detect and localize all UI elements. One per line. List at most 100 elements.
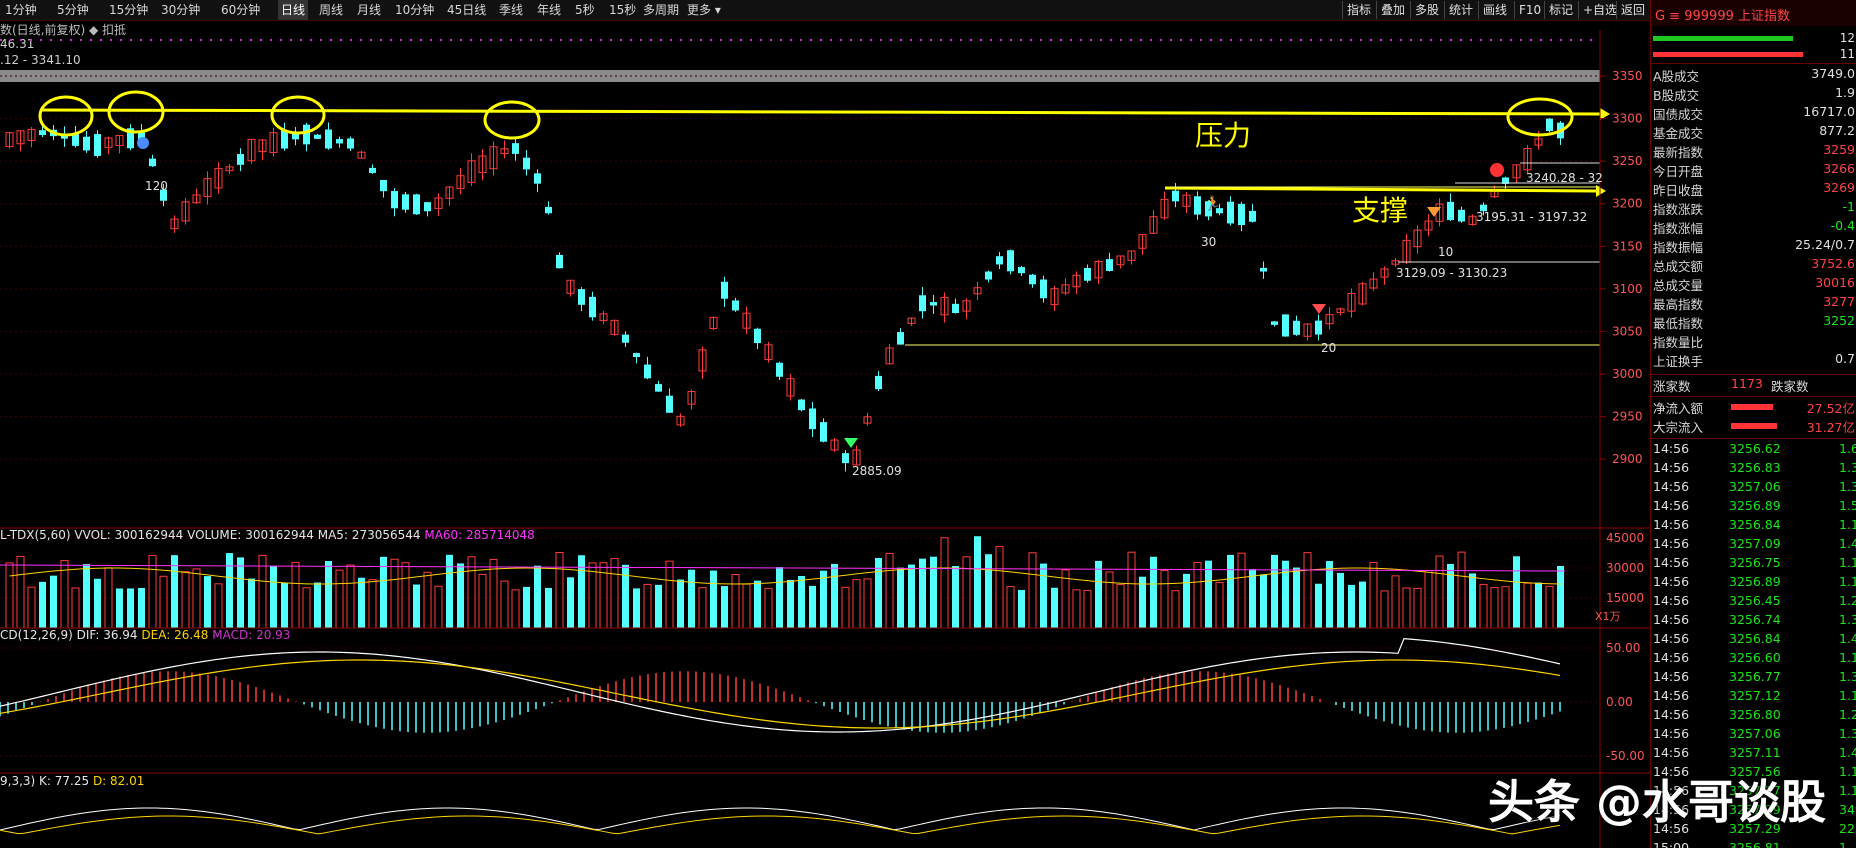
marker-red	[1490, 163, 1504, 177]
volume-bar	[1072, 589, 1081, 629]
candle-body	[687, 391, 696, 405]
tick-volume: 1.1	[1839, 517, 1856, 532]
stat-value: 1.9	[1835, 85, 1855, 100]
tick-price: 3257.06	[1729, 479, 1781, 494]
support-arrow	[1596, 185, 1606, 197]
candle-body	[1249, 210, 1256, 222]
candle-body	[402, 194, 409, 210]
candle-body	[1029, 274, 1036, 285]
marker-orange-triangle	[1427, 207, 1441, 217]
tick-time: 14:56	[1653, 650, 1690, 665]
candle-body	[138, 130, 145, 142]
volume-bar	[1237, 552, 1246, 629]
volume-bar	[809, 585, 816, 628]
volume-tick-label: 30000	[1606, 561, 1644, 575]
timeframe-tab[interactable]: 5分钟	[57, 3, 89, 17]
stat-row: 总成交量 30016	[1651, 275, 1856, 294]
stat-label: 昨日收盘	[1653, 183, 1704, 198]
volume-bar	[1501, 586, 1510, 629]
volume-bar	[798, 575, 805, 628]
candle-body	[721, 281, 728, 299]
candle-body	[1315, 320, 1322, 335]
candle-body	[655, 384, 662, 392]
volume-bar	[1424, 569, 1433, 629]
candle-body	[115, 135, 124, 146]
big-inflow-value: 31.27亿	[1806, 420, 1855, 435]
support-label: 支撑	[1352, 194, 1408, 227]
stat-label: 最新指数	[1653, 145, 1704, 160]
tick-row: 14:56 3256.84 1.1	[1651, 517, 1856, 536]
volume-bar	[1523, 582, 1532, 629]
count-label-10: 10	[1438, 245, 1453, 259]
stat-label: 今日开盘	[1653, 164, 1704, 179]
tick-volume: 1.4	[1839, 536, 1856, 551]
price-tick-label: 3050	[1612, 324, 1643, 338]
volume-bar	[754, 580, 761, 628]
timeframe-tab[interactable]: 5秒	[575, 3, 595, 17]
volume-bar	[434, 585, 443, 629]
volume-bar	[390, 558, 399, 629]
tick-time: 14:56	[1653, 612, 1690, 627]
timeframe-tab[interactable]: 年线	[537, 3, 562, 17]
tick-price: 3256.77	[1729, 669, 1781, 684]
timeframe-tab[interactable]: 45日线	[447, 3, 487, 17]
timeframe-tab[interactable]: 15秒	[609, 3, 637, 17]
timeframe-tab[interactable]: 月线	[357, 3, 382, 17]
tool-button[interactable]: F10	[1514, 1, 1545, 19]
volume-bar	[622, 564, 629, 628]
timeframe-tab[interactable]: 1分钟	[5, 3, 37, 17]
candle-body	[1238, 203, 1245, 226]
candle-body	[1546, 118, 1553, 132]
volume-bar	[1359, 581, 1366, 628]
volume-bar	[1490, 586, 1499, 629]
tool-button[interactable]: 叠加	[1376, 1, 1409, 19]
volume-bar	[1139, 576, 1146, 628]
volume-bar	[1171, 590, 1180, 629]
volume-ma60-line	[0, 564, 1566, 572]
stat-value: 3277	[1823, 294, 1855, 309]
tool-button[interactable]: 统计	[1444, 1, 1477, 19]
down-count-label: 跌家数	[1771, 379, 1809, 394]
candle-body	[445, 186, 454, 199]
price-tick-label: 3300	[1612, 112, 1643, 126]
timeframe-tab[interactable]: 更多 ▾	[687, 3, 721, 17]
tick-time: 14:56	[1653, 517, 1690, 532]
candle-body	[1260, 267, 1267, 272]
candle-body	[973, 287, 982, 295]
tick-price: 3257.17	[1729, 783, 1781, 798]
timeframe-tab[interactable]: 30分钟	[161, 3, 201, 17]
bar-value-1: 12	[1839, 31, 1855, 45]
candle-body	[181, 201, 190, 222]
timeframe-tab[interactable]: 日线	[278, 0, 309, 20]
timeframe-tab[interactable]: 60分钟	[221, 3, 261, 17]
candle-body	[512, 143, 519, 154]
timeframe-tab[interactable]: 周线	[319, 3, 344, 17]
candle-body	[1447, 201, 1454, 221]
count-label-30: 30	[1201, 235, 1216, 249]
tick-time: 14:56	[1653, 631, 1690, 646]
timeframe-tab[interactable]: 多周期	[643, 3, 680, 17]
volume-bar	[985, 554, 992, 628]
up-count-value: 1173	[1731, 376, 1763, 391]
timeframe-tab[interactable]: 15分钟	[109, 3, 149, 17]
tool-button[interactable]: 指标	[1342, 1, 1375, 19]
tool-button[interactable]: 多股	[1410, 1, 1443, 19]
tool-button[interactable]: 画线	[1478, 1, 1511, 19]
volume-axis: 45000 30000 15000	[1606, 531, 1644, 605]
kline-chart[interactable]: 3350 3300 3250 3200 3150 3100 3050 3000 2950 2900…	[0, 0, 1650, 848]
volume-bar	[863, 578, 872, 629]
volume-tick-label: 15000	[1606, 591, 1644, 605]
tool-button[interactable]: +自选	[1578, 1, 1621, 19]
volume-bar	[1018, 589, 1025, 628]
net-inflow-label: 净流入额	[1653, 401, 1704, 416]
timeframe-tab[interactable]: 季线	[499, 3, 524, 17]
volume-bar	[368, 579, 377, 629]
candle-body	[786, 378, 795, 397]
tick-row: 14:56 3256.74 1.3	[1651, 612, 1856, 631]
tool-button[interactable]: 标记	[1544, 1, 1577, 19]
volume-bar	[83, 564, 90, 628]
timeframe-tab[interactable]: 10分钟	[395, 3, 435, 17]
quote-header[interactable]: G ≡ 999999 上证指数	[1651, 0, 1856, 26]
candlesticks	[5, 118, 1564, 472]
tool-button[interactable]: 返回	[1616, 1, 1649, 19]
